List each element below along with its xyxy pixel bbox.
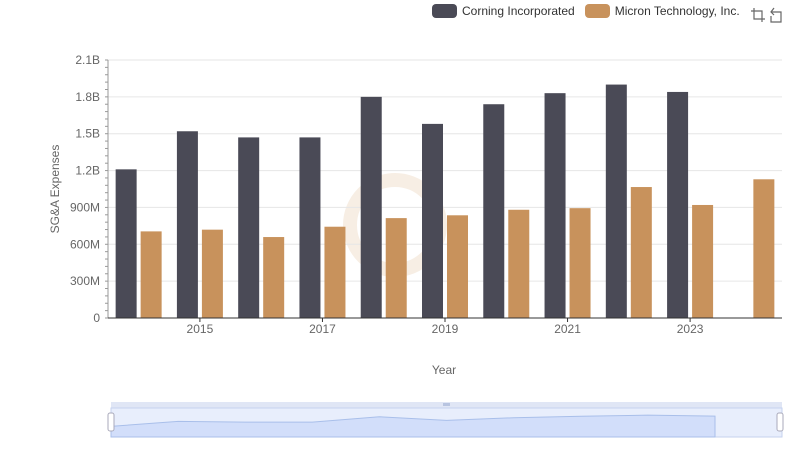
bar-corning-2019[interactable] <box>422 123 443 318</box>
bar-micron-2019[interactable] <box>447 215 468 318</box>
bar-corning-2023[interactable] <box>667 91 689 318</box>
bar-micron-2017[interactable] <box>324 226 346 318</box>
legend-swatch-corning <box>432 4 457 18</box>
bar-micron-2023[interactable] <box>692 204 714 318</box>
y-tick-label: 1.5B <box>75 127 100 141</box>
bar-micron-2018[interactable] <box>385 218 407 318</box>
y-tick-label: 600M <box>70 237 100 251</box>
x-tick-label: 2021 <box>554 322 581 336</box>
bar-micron-2021[interactable] <box>569 208 591 318</box>
x-tick-label: 2023 <box>677 322 704 336</box>
bar-micron-2014[interactable] <box>140 231 162 318</box>
toolbox <box>748 7 784 23</box>
y-tick-label: 1.2B <box>75 164 100 178</box>
bar-micron-2015[interactable] <box>201 229 223 318</box>
slider-grip[interactable] <box>443 403 450 406</box>
bar-corning-2022[interactable] <box>605 84 627 318</box>
bar-micron-2016[interactable] <box>263 237 285 318</box>
bar-corning-2017[interactable] <box>299 137 321 318</box>
legend-label-micron: Micron Technology, Inc. <box>614 4 740 18</box>
y-tick-label: 1.8B <box>75 90 100 104</box>
legend: Corning Incorporated Micron Technology, … <box>432 4 750 18</box>
y-tick-label: 300M <box>70 274 100 288</box>
y-axis-title: SG&A Expenses <box>48 145 62 234</box>
legend-label-corning: Corning Incorporated <box>462 4 575 18</box>
bar-micron-2022[interactable] <box>630 187 652 318</box>
slider-preview-area <box>110 414 716 438</box>
x-tick-label: 2019 <box>432 322 459 336</box>
legend-item-micron[interactable]: Micron Technology, Inc. <box>584 4 740 18</box>
x-tick-label: 2017 <box>309 322 336 336</box>
y-tick-label: 2.1B <box>75 53 100 67</box>
data-zoom-slider[interactable] <box>107 402 784 438</box>
y-tick-label: 900M <box>70 200 100 214</box>
restore-icon[interactable] <box>768 7 784 23</box>
bar-corning-2016[interactable] <box>238 137 260 318</box>
bar-corning-2018[interactable] <box>360 96 382 318</box>
bar-corning-2020[interactable] <box>483 104 505 318</box>
slider-handle-right[interactable] <box>776 412 784 432</box>
bar-micron-2024[interactable] <box>753 179 775 318</box>
legend-item-corning[interactable]: Corning Incorporated <box>432 4 575 18</box>
bar-micron-2020[interactable] <box>508 209 530 318</box>
zoom-icon[interactable] <box>750 7 766 23</box>
legend-swatch-micron <box>584 4 610 18</box>
axes: 0 300M 600M 900M 1.2B 1.5B 1.8B 2.1B 2015 2017 201… <box>70 53 782 336</box>
bar-corning-2015[interactable] <box>176 131 198 318</box>
slider-handle-left[interactable] <box>107 412 115 432</box>
bar-corning-2014[interactable] <box>115 169 137 318</box>
x-tick-label: 2015 <box>187 322 214 336</box>
y-tick-label: 0 <box>93 311 100 325</box>
x-axis-title: Year <box>432 363 456 377</box>
bar-corning-2021[interactable] <box>544 93 566 319</box>
bars <box>115 84 775 319</box>
